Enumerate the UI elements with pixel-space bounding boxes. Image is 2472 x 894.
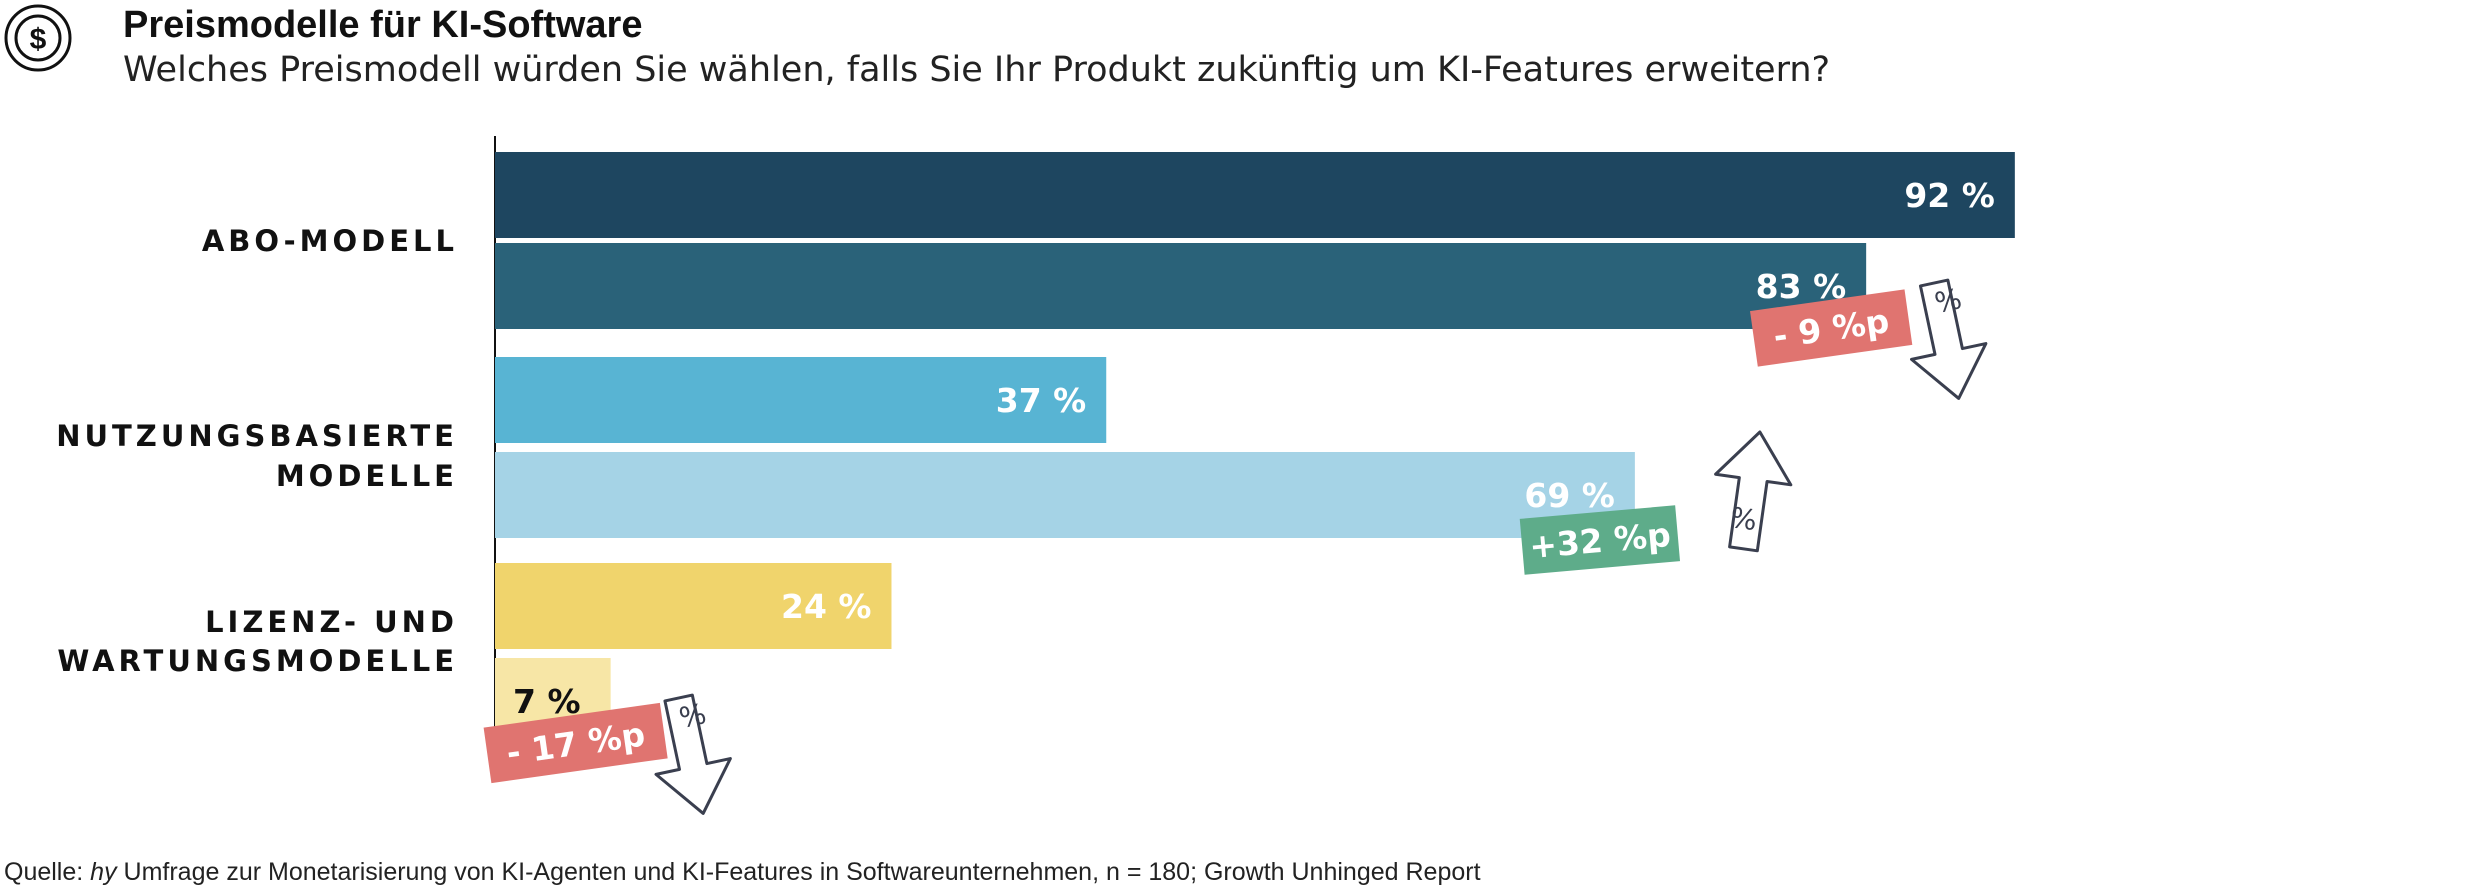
chart-subtitle: Welches Preismodell würden Sie wählen, f… [123,50,1831,90]
bar [495,152,2015,238]
chart-title: Preismodelle für KI-Software [123,4,643,46]
source-text: Umfrage zur Monetarisierung von KI-Agent… [116,858,1481,886]
bar-value-label: 83 % [1756,267,1846,306]
bar [495,357,1107,443]
dollar-coin-icon: $ [4,4,72,72]
bar [495,452,1635,538]
percent-glyph: % [1728,501,1759,537]
category-label: LIZENZ- UND [205,605,458,639]
source-prefix: Quelle: [4,858,91,886]
bar-value-label: 37 % [996,381,1086,420]
category-label: MODELLE [276,459,458,493]
source-italic: hy [90,858,117,886]
change-badge-bg [1519,505,1681,575]
bar-value-label: 92 % [1904,176,1994,215]
bar [495,563,892,649]
source-note: Quelle: hy Umfrage zur Monetarisierung v… [4,858,1481,887]
down-arrow-icon: % [1910,278,1988,400]
bar-value-label: 24 % [781,587,871,626]
up-arrow-icon: % [1714,430,1793,553]
bar-value-label: 69 % [1524,476,1614,515]
bar-value-label: 7 % [513,682,581,721]
change-badge-bg [483,702,668,784]
category-label: NUTZUNGSBASIERTE [56,419,458,453]
percent-glyph: % [1932,282,1965,320]
change-badge: +32 %p [1519,505,1681,575]
change-badge-bg [1750,289,1913,367]
svg-text:$: $ [30,23,47,56]
percent-glyph: % [676,697,709,735]
bar [495,243,1867,329]
category-label: ABO-MODELL [202,224,458,258]
category-label: WARTUNGSMODELLE [57,644,458,678]
change-badge: - 17 %p [483,702,668,784]
change-badge: - 9 %p [1750,289,1913,367]
